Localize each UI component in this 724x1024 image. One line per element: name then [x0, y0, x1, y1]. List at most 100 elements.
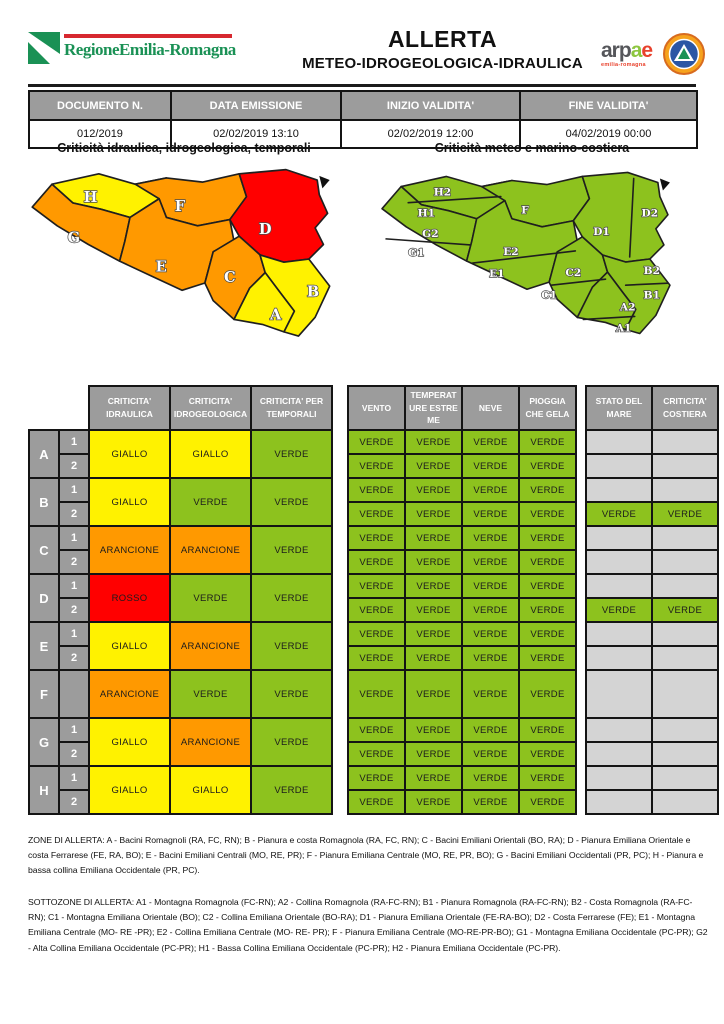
- header-criticita-idrogeologica: CRITICITA' IDROGEOLOGICA: [169, 385, 252, 431]
- meteo-cell: VERDE: [347, 789, 406, 815]
- meteo-cell: VERDE: [518, 765, 577, 791]
- alert-cell: GIALLO: [169, 429, 252, 479]
- title-subtitle: METEO-IDROGEOLOGICA-IDRAULICA: [302, 55, 583, 72]
- meteo-cell: VERDE: [518, 501, 577, 527]
- arpae-subtext: emilia-romagna: [601, 62, 646, 68]
- map-label-F: F: [521, 205, 529, 217]
- meteo-cell: VERDE: [461, 741, 520, 767]
- doc-value-inizio: 02/02/2019 12:00: [340, 119, 521, 149]
- header-criticita-temporali: CRITICITA' PER TEMPORALI: [250, 385, 333, 431]
- meteo-cell: VERDE: [461, 453, 520, 479]
- meteo-cell: VERDE: [461, 789, 520, 815]
- document-info-table: DOCUMENTO N. DATA EMISSIONE INIZIO VALID…: [28, 90, 698, 149]
- regione-emilia-romagna-logo: RegioneEmilia-Romagna: [28, 32, 236, 64]
- meteo-cell: VERDE: [347, 477, 406, 503]
- header-pioggia-che-gela: PIOGGIA CHE GELA: [518, 385, 577, 431]
- sea-cell: [585, 645, 653, 671]
- zone-label: A: [28, 429, 60, 479]
- map-label-H: H: [84, 189, 98, 206]
- subzone-number: 1: [58, 477, 90, 503]
- header-stato-del-mare: STATO DEL MARE: [585, 385, 653, 431]
- sea-cell: [651, 453, 719, 479]
- sea-cell: [651, 789, 719, 815]
- meteo-cell: VERDE: [461, 645, 520, 671]
- sea-cell: [585, 453, 653, 479]
- alert-cell: GIALLO: [88, 717, 171, 767]
- meteo-cell: VERDE: [518, 597, 577, 623]
- meteo-cell: VERDE: [347, 549, 406, 575]
- sea-cell: [651, 741, 719, 767]
- sea-cell: VERDE: [651, 501, 719, 527]
- map-zone-A: [233, 271, 296, 333]
- subzone-number: 2: [58, 549, 90, 575]
- doc-header-documento: DOCUMENTO N.: [28, 90, 172, 121]
- map-label-B1: B1: [644, 289, 660, 301]
- meteo-cell: VERDE: [518, 645, 577, 671]
- arpae-text-dark: arp: [601, 39, 632, 62]
- map-label-D: D: [259, 221, 272, 238]
- subzone-number: 1: [58, 621, 90, 647]
- map-label-A: A: [269, 306, 282, 323]
- alert-cell: GIALLO: [88, 621, 171, 671]
- meteo-cell: VERDE: [518, 549, 577, 575]
- alert-cell: VERDE: [169, 669, 252, 719]
- map-label-E1: E1: [489, 268, 504, 280]
- meteo-cell: VERDE: [461, 717, 520, 743]
- divider-E: [471, 250, 577, 264]
- sea-cell: VERDE: [585, 501, 653, 527]
- doc-value-fine: 04/02/2019 00:00: [519, 119, 698, 149]
- meteo-cell: VERDE: [404, 621, 463, 647]
- zone-label: C: [28, 525, 60, 575]
- map-zone-A12: [576, 271, 637, 331]
- arpae-text-green: a: [630, 39, 643, 62]
- subzone-number: 2: [58, 597, 90, 623]
- meteo-cell: VERDE: [461, 765, 520, 791]
- zone-di-allerta-note: ZONE DI ALLERTA: A - Bacini Romagnoli (R…: [28, 835, 704, 876]
- meteo-cell: VERDE: [518, 669, 577, 719]
- meteo-cell: VERDE: [347, 621, 406, 647]
- alert-cell: GIALLO: [169, 765, 252, 815]
- sea-cell: [651, 429, 719, 455]
- sea-cell: [585, 429, 653, 455]
- meteo-cell: VERDE: [461, 477, 520, 503]
- meteo-cell: VERDE: [404, 501, 463, 527]
- header-temperature-estreme: TEMPERATURE ESTREME: [404, 385, 463, 431]
- regione-logo-red-bar: [64, 34, 232, 38]
- meteo-cell: VERDE: [518, 573, 577, 599]
- sea-cell: [651, 621, 719, 647]
- meteo-cell: VERDE: [461, 429, 520, 455]
- alert-cell: ROSSO: [88, 573, 171, 623]
- alert-cell: ARANCIONE: [169, 717, 252, 767]
- zone-label: H: [28, 765, 60, 815]
- map-zone-D12: [572, 171, 669, 263]
- meteo-cell: VERDE: [404, 741, 463, 767]
- map-label-C1: C1: [541, 289, 557, 301]
- document-title: ALLERTA METEO-IDROGEOLOGICA-IDRAULICA: [285, 26, 600, 72]
- meteo-cell: VERDE: [518, 477, 577, 503]
- alert-cell: VERDE: [250, 621, 333, 671]
- meteo-cell: VERDE: [518, 621, 577, 647]
- meteo-cell: VERDE: [347, 741, 406, 767]
- map-label-B: B: [307, 284, 319, 301]
- sea-cell: [585, 477, 653, 503]
- alert-cell: VERDE: [250, 717, 333, 767]
- map-criticita-idraulica: H G F E D C B A: [31, 168, 331, 337]
- zone-label: E: [28, 621, 60, 671]
- header-criticita-costiera: CRITICITA' COSTIERA: [651, 385, 719, 431]
- meteo-cell: VERDE: [347, 525, 406, 551]
- meteo-cell: VERDE: [404, 429, 463, 455]
- table-corner-blank: [29, 386, 89, 430]
- alert-cell: VERDE: [250, 669, 333, 719]
- meteo-cell: VERDE: [347, 573, 406, 599]
- alert-cell: GIALLO: [88, 765, 171, 815]
- arpae-logo: arpae emilia-romagna: [601, 40, 661, 69]
- sea-cell: [651, 645, 719, 671]
- subzone-number: 2: [58, 789, 90, 815]
- divider-H: [407, 195, 502, 204]
- alert-cell: VERDE: [250, 525, 333, 575]
- coast-mark: [319, 175, 330, 189]
- meteo-cell: VERDE: [404, 645, 463, 671]
- sea-cell: [585, 765, 653, 791]
- meteo-cell: VERDE: [347, 645, 406, 671]
